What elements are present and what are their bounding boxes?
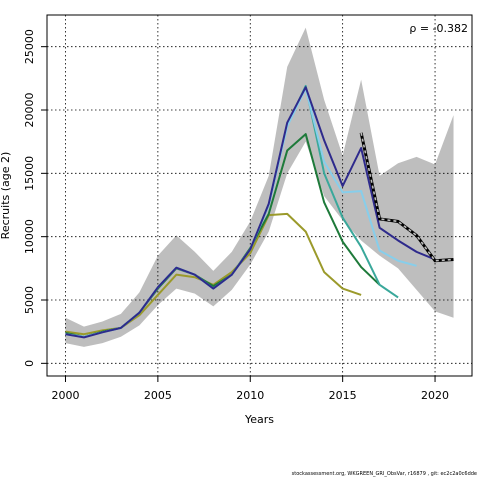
series-line-dash	[360, 132, 454, 262]
y-tick-label: 5000	[23, 286, 36, 314]
confidence-band	[65, 27, 454, 347]
x-tick-label: 2015	[329, 389, 357, 402]
grid-layer	[47, 15, 472, 376]
plot-frame	[46, 14, 473, 377]
y-tick-label: 15000	[23, 156, 36, 191]
x-tick-label: 2000	[51, 389, 79, 402]
y-tick-label: 10000	[23, 219, 36, 254]
x-tick-label: 2010	[236, 389, 264, 402]
x-tick-label: 2020	[421, 389, 449, 402]
y-tick-label: 20000	[23, 93, 36, 128]
ticks-layer: 2000 2005 2010 2015 2020 0 5000 10000 15000 20000…	[23, 29, 449, 402]
x-tick-label: 2005	[144, 389, 172, 402]
y-axis-label: Recruits (age 2)	[0, 152, 12, 240]
confidence-band-layer	[65, 27, 454, 347]
correlation-annotation: ρ = -0.382	[409, 22, 468, 35]
axes-layer	[46, 14, 473, 377]
footer-credit: stockassessment.org, WKGREEN_GRI_ObsVar,…	[291, 471, 477, 477]
series-line	[65, 86, 436, 339]
y-tick-label: 0	[23, 360, 36, 367]
y-tick-label: 25000	[23, 29, 36, 64]
series-layer	[65, 84, 454, 339]
x-axis-label: Years	[244, 413, 274, 426]
